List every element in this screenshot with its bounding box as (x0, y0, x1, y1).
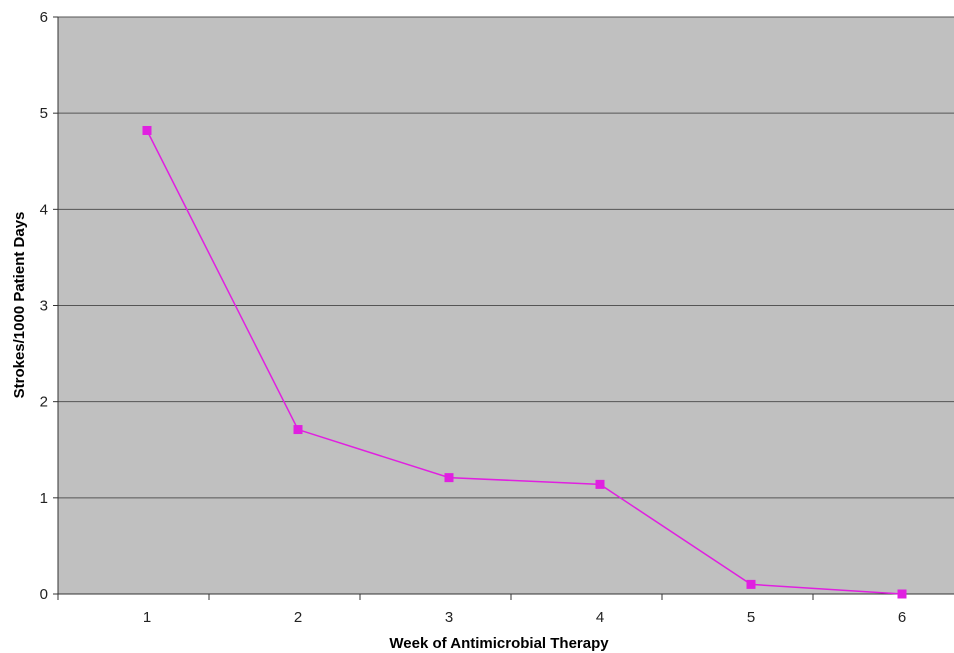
data-point-marker (293, 425, 303, 435)
y-tick-label: 2 (40, 394, 48, 411)
x-tick-label: 1 (143, 609, 151, 626)
y-tick-label: 0 (40, 586, 48, 603)
x-tick-label: 6 (898, 609, 906, 626)
y-tick-label: 5 (40, 105, 48, 122)
gridlines (58, 16, 954, 499)
y-tick-label: 1 (40, 490, 48, 507)
data-point-marker (142, 125, 152, 135)
y-axis-title: Strokes/1000 Patient Days (11, 212, 28, 399)
x-tick-label: 4 (596, 609, 604, 626)
x-tick-label: 2 (294, 609, 302, 626)
y-tick-label: 4 (40, 201, 48, 218)
x-ticks: 1 2 3 4 5 6 (57, 594, 906, 626)
x-tick-label: 3 (445, 609, 453, 626)
x-tick-label: 5 (747, 609, 755, 626)
y-tick-label: 6 (40, 9, 48, 26)
x-axis-title: Week of Antimicrobial Therapy (389, 635, 609, 652)
series-line (146, 130, 903, 595)
y-tick-label: 3 (40, 298, 48, 315)
y-ticks: 0 1 2 3 4 5 6 (40, 9, 58, 603)
data-point-marker (746, 579, 756, 589)
series-group (142, 125, 907, 599)
data-point-marker (595, 479, 605, 489)
data-point-marker (444, 473, 454, 483)
data-point-marker (897, 589, 907, 599)
